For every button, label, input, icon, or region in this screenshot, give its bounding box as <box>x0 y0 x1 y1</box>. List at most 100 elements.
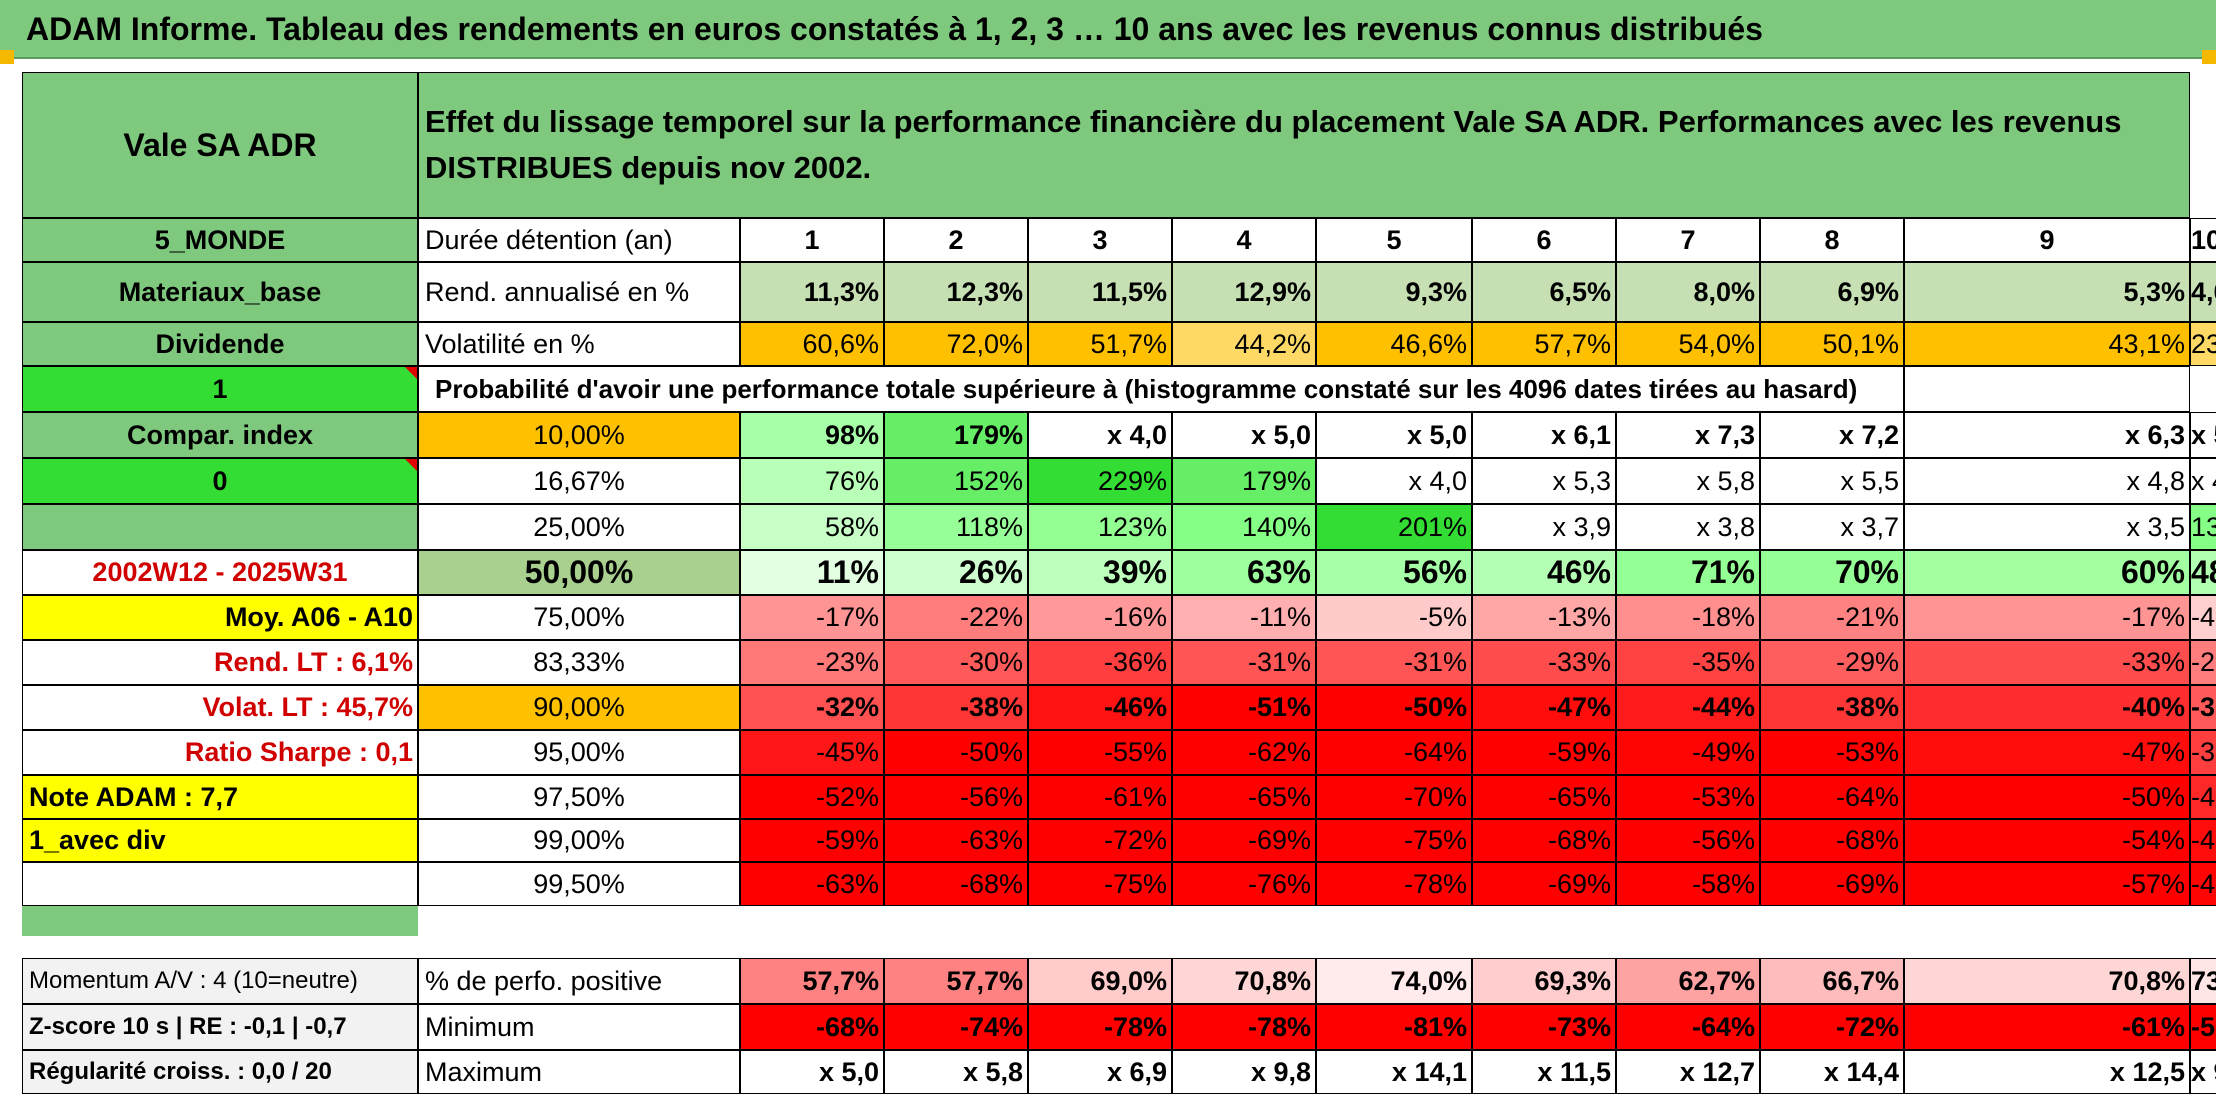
percentile-value: -51% <box>1172 685 1316 730</box>
min-value: -61% <box>1904 1004 2190 1050</box>
dividend-value: 1 <box>22 366 418 412</box>
year-header: 2 <box>884 218 1028 262</box>
percentile-value: -13% <box>1472 595 1616 640</box>
percentile-value: -58% <box>1616 862 1760 906</box>
percentile-value: -54% <box>1904 819 2190 862</box>
min-value: -81% <box>1316 1004 1472 1050</box>
percentile-value: -38% <box>1760 685 1904 730</box>
percentile-value: x 3,9 <box>1472 504 1616 550</box>
percentile-value: -49% <box>2190 862 2216 906</box>
rend-value: 6,5% <box>1472 262 1616 322</box>
pos-value: 73,1% <box>2190 958 2216 1004</box>
moy-label: Moy. A06 - A10 <box>22 595 418 640</box>
percentile-value: x 6,1 <box>1472 412 1616 458</box>
year-header: 3 <box>1028 218 1172 262</box>
pos-value: 69,3% <box>1472 958 1616 1004</box>
rend-value: 6,9% <box>1760 262 1904 322</box>
percentile-value: 179% <box>884 412 1028 458</box>
percentile-label: 99,00% <box>418 819 740 862</box>
proba-empty-cell <box>1904 366 2190 412</box>
vol-label: Volatilité en % <box>418 322 740 366</box>
percentile-value: 63% <box>1172 550 1316 595</box>
max-value: x 14,4 <box>1760 1050 1904 1094</box>
percentile-value: -30% <box>2190 685 2216 730</box>
percentile-value: 98% <box>740 412 884 458</box>
vol-value: 51,7% <box>1028 322 1172 366</box>
vol-value: 44,2% <box>1172 322 1316 366</box>
percentile-value: -59% <box>740 819 884 862</box>
percentile-value: -22% <box>884 595 1028 640</box>
min-value: -73% <box>1472 1004 1616 1050</box>
percentile-value: -31% <box>1316 640 1472 685</box>
percentile-value: x 4,0 <box>1028 412 1172 458</box>
max-value: x 9,8 <box>1172 1050 1316 1094</box>
percentile-value: 26% <box>884 550 1028 595</box>
percentile-value: -38% <box>884 685 1028 730</box>
year-header: 9 <box>1904 218 2190 262</box>
percentile-value: 56% <box>1316 550 1472 595</box>
pos-label: % de perfo. positive <box>418 958 740 1004</box>
pos-value: 57,7% <box>884 958 1028 1004</box>
compar-index-value: 0 <box>22 458 418 504</box>
percentile-value: -47% <box>1904 730 2190 775</box>
dividend-label: Dividende <box>22 322 418 366</box>
percentile-value: -4% <box>2190 595 2216 640</box>
percentile-value: -18% <box>1616 595 1760 640</box>
percentile-value: -50% <box>1904 775 2190 819</box>
percentile-value: 229% <box>1028 458 1172 504</box>
percentile-value: x 3,7 <box>1760 504 1904 550</box>
percentile-value: 11% <box>740 550 884 595</box>
vol-value: 60,6% <box>740 322 884 366</box>
percentile-value: -65% <box>1472 775 1616 819</box>
vol-value: 54,0% <box>1616 322 1760 366</box>
percentile-value: -57% <box>1904 862 2190 906</box>
percentile-value: -68% <box>1472 819 1616 862</box>
percentile-value: -52% <box>740 775 884 819</box>
vol-value: 72,0% <box>884 322 1028 366</box>
percentile-value: -69% <box>1172 819 1316 862</box>
percentile-value: 58% <box>740 504 884 550</box>
percentile-label: 10,00% <box>418 412 740 458</box>
corner-marker <box>2202 50 2216 64</box>
min-value: -78% <box>1172 1004 1316 1050</box>
percentile-value: -72% <box>1028 819 1172 862</box>
percentile-value: x 3,5 <box>1904 504 2190 550</box>
sharpe-label: Ratio Sharpe : 0,1 <box>22 730 418 775</box>
percentile-value: -40% <box>1904 685 2190 730</box>
zscore-label: Z-score 10 s | RE : -0,1 | -0,7 <box>22 1004 418 1050</box>
left-empty-cell <box>22 504 418 550</box>
max-label: Maximum <box>418 1050 740 1094</box>
sector-label: Materiaux_base <box>22 262 418 322</box>
rend-value: 11,3% <box>740 262 884 322</box>
spacer-green <box>22 906 418 936</box>
percentile-value: x 5,5 <box>1760 458 1904 504</box>
percentile-value: -69% <box>1472 862 1616 906</box>
percentile-value: -53% <box>1760 730 1904 775</box>
percentile-value: -63% <box>740 862 884 906</box>
min-value: -78% <box>1028 1004 1172 1050</box>
vol-value: 57,7% <box>1472 322 1616 366</box>
percentile-label: 75,00% <box>418 595 740 640</box>
year-header: 5 <box>1316 218 1472 262</box>
percentile-value: -44% <box>1616 685 1760 730</box>
report-title: ADAM Informe. Tableau des rendements en … <box>0 0 2216 59</box>
percentile-value: 152% <box>884 458 1028 504</box>
vol-value: 46,6% <box>1316 322 1472 366</box>
percentile-value: 123% <box>1028 504 1172 550</box>
year-header: 7 <box>1616 218 1760 262</box>
rend-value: 12,9% <box>1172 262 1316 322</box>
percentile-label: 97,50% <box>418 775 740 819</box>
percentile-value: -59% <box>1472 730 1616 775</box>
percentile-value: 60% <box>1904 550 2190 595</box>
percentile-value: -5% <box>1316 595 1472 640</box>
rend-label: Rend. annualisé en % <box>418 262 740 322</box>
duree-label: Durée détention (an) <box>418 218 740 262</box>
note-adam-label: Note ADAM : 7,7 <box>22 775 418 819</box>
max-value: x 5,8 <box>884 1050 1028 1094</box>
percentile-value: -17% <box>740 595 884 640</box>
percentile-value: -17% <box>1904 595 2190 640</box>
percentile-value: x 5,8 <box>2190 412 2216 458</box>
min-value: -52% <box>2190 1004 2216 1050</box>
percentile-label: 95,00% <box>418 730 740 775</box>
percentile-value: x 5,8 <box>1616 458 1760 504</box>
